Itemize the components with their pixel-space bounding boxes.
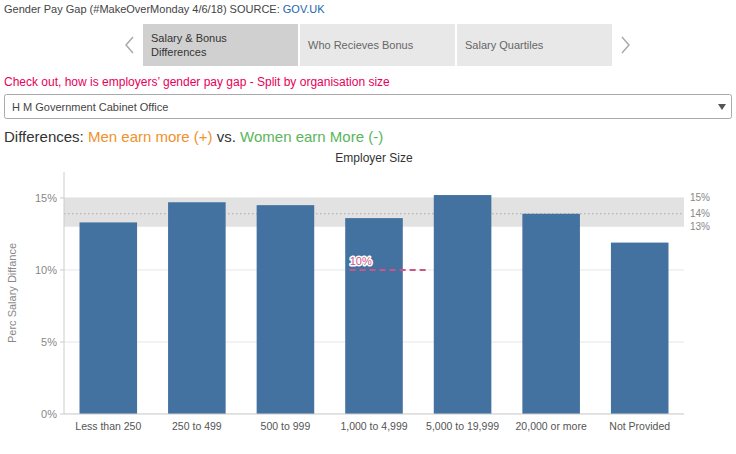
tab-arrow-right[interactable] <box>622 37 629 53</box>
y-tick-label: 5% <box>41 336 57 348</box>
grid-line <box>64 269 684 270</box>
header-part: Gender Pay Gap (#MakeOverMonday 4/6/18) … <box>4 3 283 15</box>
grid-line <box>64 414 684 415</box>
tab-label[interactable]: Who Recieves Bonus <box>308 39 414 51</box>
band-label: 15% <box>690 192 710 203</box>
dropdown[interactable] <box>5 95 732 119</box>
bar <box>80 222 138 414</box>
band-label: 13% <box>690 221 710 232</box>
y-tick <box>60 269 64 270</box>
bar <box>611 243 669 414</box>
x-tick-label: 500 to 999 <box>261 420 311 432</box>
x-axis-label: Employer Size <box>335 151 413 165</box>
chart-page: Gender Pay Gap (#MakeOverMonday 4/6/18) … <box>0 0 736 454</box>
bar <box>168 202 226 414</box>
x-tick-label: 20,000 or more <box>516 420 587 432</box>
chart-title-part: vs. <box>213 128 241 145</box>
bar <box>345 218 403 414</box>
y-tick <box>60 197 64 198</box>
header: Gender Pay Gap (#MakeOverMonday 4/6/18) … <box>4 3 325 15</box>
y-tick-label: 0% <box>41 408 57 420</box>
subtitle: Check out, how is employers’ gender pay … <box>4 75 390 89</box>
y-axis-line <box>64 172 65 414</box>
x-tick-label: 5,000 to 19,999 <box>426 420 499 432</box>
x-tick-label: Less than 250 <box>75 420 141 432</box>
page: {"page": { "header": [ {"text": "Gender … <box>0 0 736 454</box>
tab-label[interactable]: Salary & Bonus Differences <box>151 32 227 58</box>
tab-arrow-left[interactable] <box>126 37 133 53</box>
tab-label-line: Salary & Bonus <box>151 32 227 44</box>
plot-area <box>64 195 684 414</box>
threshold-line <box>350 269 430 271</box>
tab-label[interactable]: Salary Quartiles <box>465 39 544 51</box>
x-axis-line <box>64 414 684 415</box>
bar <box>257 205 315 414</box>
dropdown-arrow[interactable] <box>718 104 726 110</box>
dropdown-text[interactable]: H M Government Cabinet Office <box>12 101 168 113</box>
tab[interactable] <box>143 24 298 66</box>
x-tick-label: 1,000 to 4,999 <box>340 420 407 432</box>
chart-title-part: Differences: <box>4 128 88 145</box>
y-tick-label: 10% <box>35 264 57 276</box>
y-axis-label: Perc Salary Diffance <box>6 243 18 343</box>
tab[interactable] <box>300 24 455 66</box>
band-label: 14% <box>690 208 710 219</box>
tab[interactable] <box>457 24 612 66</box>
bar <box>522 214 580 414</box>
tab-label-line: Salary Quartiles <box>465 39 544 51</box>
header-part: GOV.UK <box>283 3 325 15</box>
bar <box>434 195 492 414</box>
chart-title: Differences: Men earn more (+) vs. Women… <box>4 128 383 145</box>
tab-label-line: Differences <box>151 46 207 58</box>
x-tick-label: 250 to 499 <box>172 420 222 432</box>
y-tick <box>60 414 64 415</box>
y-tick-label: 15% <box>35 192 57 204</box>
x-tick-label: Not Provided <box>609 420 670 432</box>
y-tick <box>60 341 64 342</box>
threshold-label: 10% <box>350 255 372 267</box>
chart-title-part: Men earn more (+) <box>88 128 213 145</box>
chart-title-part: Women earn More (-) <box>240 128 383 145</box>
reference-line <box>64 213 684 214</box>
tab-label-line: Who Recieves Bonus <box>308 39 414 51</box>
